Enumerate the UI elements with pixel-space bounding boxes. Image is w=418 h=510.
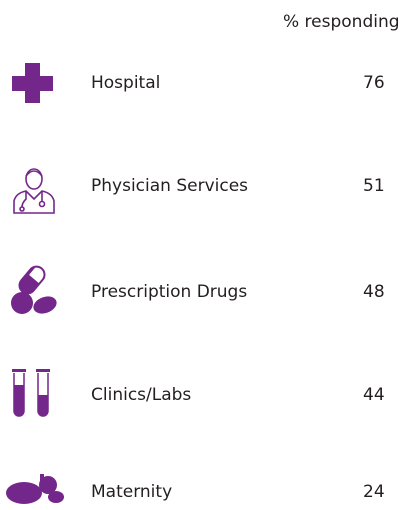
column-header: % responding xyxy=(283,12,400,32)
row-value: 76 xyxy=(363,73,385,93)
physician-icon xyxy=(13,168,55,214)
row-label: Clinics/Labs xyxy=(91,385,192,405)
row-value: 24 xyxy=(363,482,385,502)
row-label: Maternity xyxy=(91,482,173,502)
row-value: 44 xyxy=(363,385,385,405)
pills-icon xyxy=(11,262,57,314)
baby-icon xyxy=(6,474,64,504)
hospital-icon xyxy=(12,63,53,103)
row-value: 51 xyxy=(363,176,385,196)
row-value: 48 xyxy=(363,282,385,302)
row-label: Physician Services xyxy=(91,176,249,196)
row-label: Prescription Drugs xyxy=(91,282,248,302)
icons xyxy=(6,63,64,504)
test-tubes-icon xyxy=(12,369,50,417)
row-label: Hospital xyxy=(91,73,161,93)
